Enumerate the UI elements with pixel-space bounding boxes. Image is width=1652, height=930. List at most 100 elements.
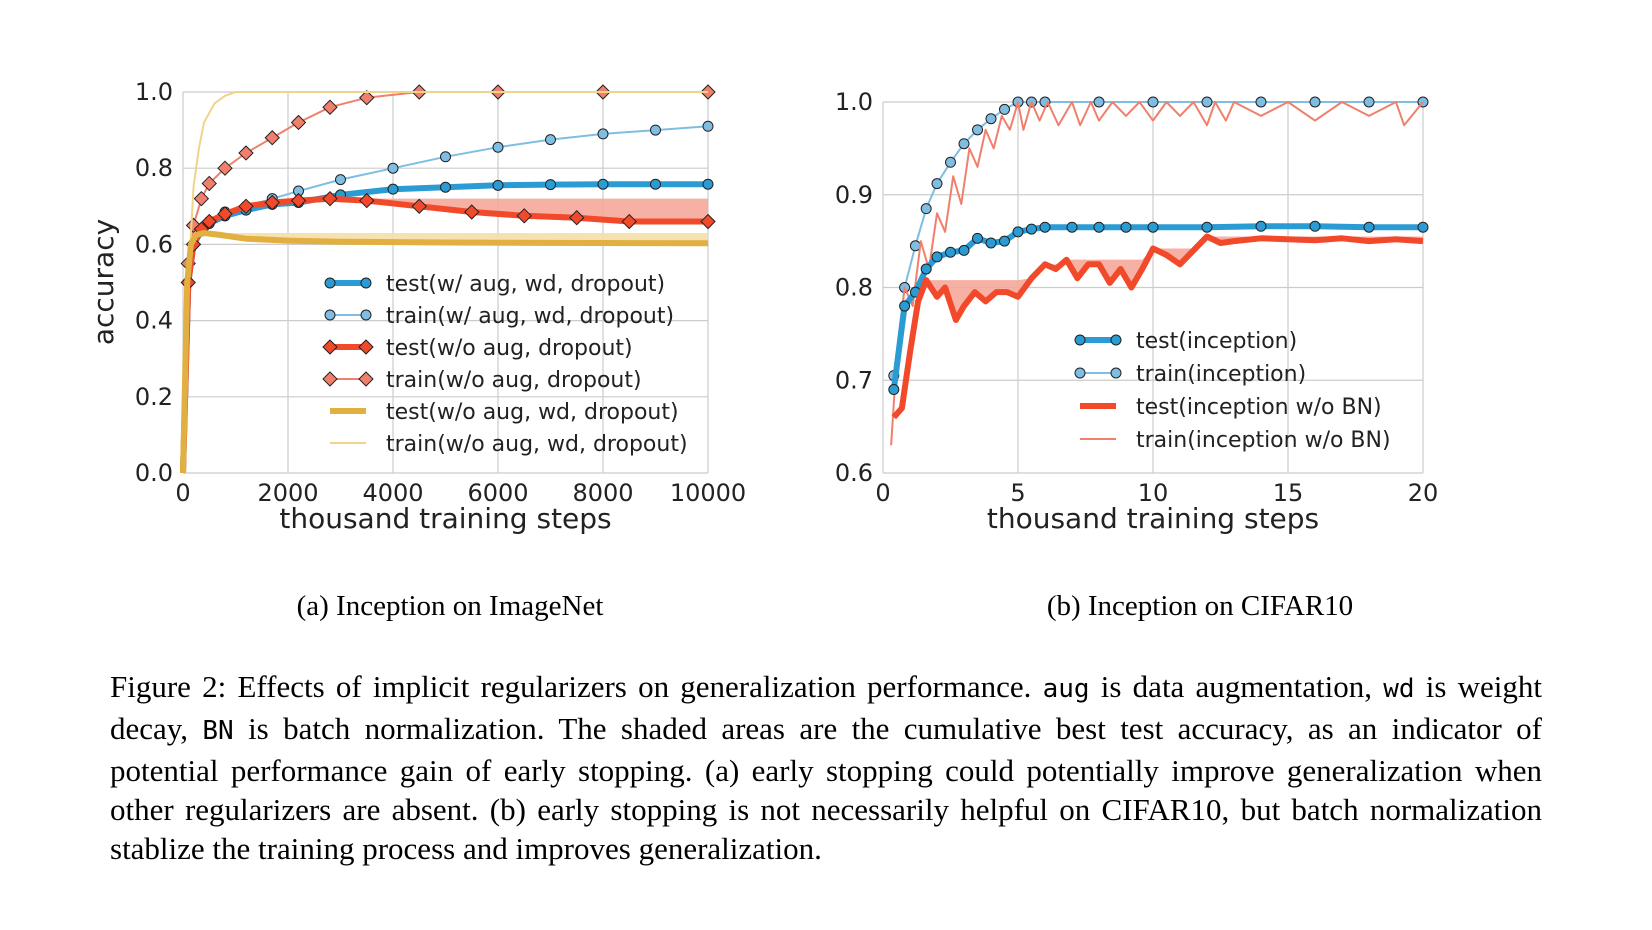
data-point-test-w-o-aug-dropout [411,198,427,215]
y-tick-label: 0.2 [135,383,173,411]
legend-marker [322,339,338,355]
x-tick-label: 0 [175,479,190,507]
x-tick-label: 8000 [572,479,633,507]
legend-marker [1074,334,1086,346]
y-axis-label: accuracy [87,219,120,345]
legend-marker [1110,334,1122,346]
data-point-test-w-aug-wd-dropout [702,178,714,190]
data-point-test-w-aug-wd-dropout [440,181,451,193]
chart-cifar10: 051015200.60.70.80.91.0accuracythousand … [835,88,1438,535]
y-tick-label: 1.0 [835,88,873,116]
x-tick-label: 5 [1010,479,1025,507]
x-tick-label: 15 [1273,479,1304,507]
data-point-train-w-o-aug-dropout [322,99,338,115]
data-point-test-inception [1201,221,1213,233]
data-point-train-w-aug-wd-dropout [545,134,556,146]
subcaption-a: (a) Inception on ImageNet [296,590,604,622]
data-point-train-w-aug-wd-dropout [335,174,346,186]
data-point-test-inception [972,232,983,244]
data-point-test-inception [985,237,997,249]
data-point-test-inception [999,235,1010,247]
y-tick-label: 1.0 [135,78,173,106]
data-point-train-w-o-aug-dropout [193,190,210,207]
legend-marker [324,277,336,289]
data-point-test-inception [945,246,956,258]
y-tick-label: 0.7 [835,366,873,394]
data-point-test-w-o-aug-dropout [621,213,637,230]
legend-label: test(w/o aug, dropout) [386,336,633,361]
data-point-test-inception [1026,223,1037,235]
series-line-test-inception [890,223,1423,390]
data-point-train-w-aug-wd-dropout [650,124,661,136]
data-point-test-w-aug-wd-dropout [492,179,504,191]
data-point-test-inception [1309,220,1321,232]
subcaption-b: (b) Inception on CIFAR10 [1046,590,1354,622]
x-tick-label: 10 [1138,479,1169,507]
legend-label: test(w/o aug, wd, dropout) [386,400,679,425]
data-point-train-inception [985,113,997,125]
data-point-test-inception [1363,221,1375,233]
data-point-test-inception [958,244,970,256]
data-point-train-w-o-aug-dropout [359,90,375,106]
chart-imagenet: 0 2000 4000 6000 8000 10000 0.0 0.2 0.4 0.6 0.8 1.0… [87,78,746,535]
caption-code-wd: wd [1383,674,1415,704]
legend-label: train(w/o aug, dropout) [386,368,642,393]
data-point-train-inception [972,124,983,136]
data-point-train-w-aug-wd-dropout [492,141,504,153]
data-point-train-inception [1309,96,1321,108]
data-point-train-inception [958,138,970,150]
y-tick-label: 0.6 [135,230,173,258]
data-point-test-inception [931,251,943,263]
x-axis-label: thousand training steps [987,502,1319,535]
x-tick-label: 6000 [467,479,528,507]
caption-label: Figure 2: [110,669,227,704]
data-point-train-inception [945,156,956,168]
data-point-test-w-o-aug-dropout [569,210,585,226]
legend-label: train(w/o aug, wd, dropout) [386,432,688,457]
data-point-test-inception [1093,221,1105,233]
caption-text: is data augmentation, [1089,669,1384,704]
data-point-test-inception [1066,221,1078,233]
data-point-test-inception [899,300,911,312]
data-point-test-inception [1147,221,1159,233]
data-point-test-inception [920,263,932,275]
data-point-train-inception [1147,96,1159,108]
data-point-test-w-o-aug-dropout [464,204,480,220]
data-point-test-inception [888,384,900,396]
data-point-test-inception [1039,221,1051,233]
data-point-test-w-o-aug-dropout [700,213,716,230]
data-point-train-inception [1255,96,1267,108]
data-point-test-inception [1120,221,1132,233]
x-axis-label: thousand training steps [279,502,611,535]
data-point-train-inception [1363,96,1375,108]
legend-label: train(w/ aug, wd, dropout) [386,304,674,329]
data-point-train-inception [931,178,943,190]
x-tick-label: 0 [875,479,890,507]
data-point-test-w-aug-wd-dropout [545,179,556,191]
series-line-test-w-o-aug-wd-dropout [180,230,709,474]
x-tick-label: 4000 [362,479,423,507]
series-line-train-inception-w-o-bn [890,101,1424,446]
legend-marker [1074,367,1086,379]
y-tick-label: 0.4 [135,307,173,335]
data-point-test-w-aug-wd-dropout [650,178,661,190]
data-point-test-w-aug-wd-dropout [597,178,609,190]
series-line-test-inception-w-o-bn [891,233,1424,420]
y-tick-label: 0.6 [835,459,873,487]
data-point-train-w-o-aug-dropout [201,175,217,192]
data-point-train-w-o-aug-dropout [290,114,307,131]
legend-marker [1110,367,1122,379]
legend-label: test(inception w/o BN) [1136,395,1382,420]
data-point-train-inception [999,103,1010,115]
data-point-test-w-o-aug-dropout [238,198,254,215]
data-point-train-w-o-aug-dropout [238,145,254,161]
caption-code-aug: aug [1042,674,1090,704]
data-point-test-w-o-aug-dropout [359,192,375,209]
data-point-test-w-o-aug-dropout [264,194,280,211]
data-point-train-w-o-aug-dropout [217,160,233,176]
data-point-test-w-o-aug-dropout [201,213,217,230]
data-point-train-w-aug-wd-dropout [440,151,451,163]
data-point-test-w-o-aug-dropout [217,206,233,222]
data-point-train-w-aug-wd-dropout [597,128,609,140]
data-point-train-w-aug-wd-dropout [702,120,714,132]
